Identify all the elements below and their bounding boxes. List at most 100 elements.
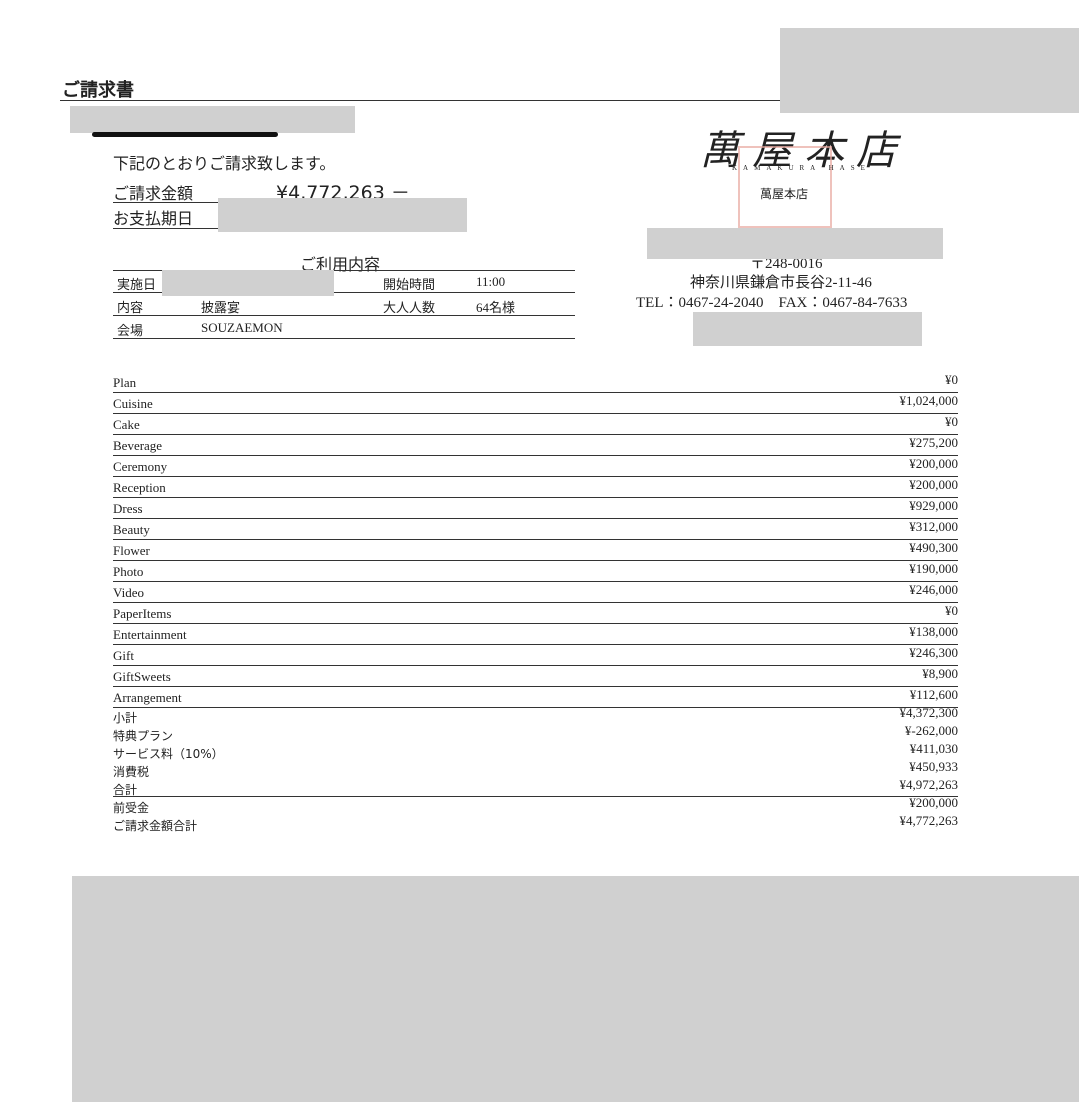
rule (113, 476, 958, 477)
title-rule (60, 100, 780, 101)
summary-amount: ¥450,933 (909, 759, 958, 774)
usage-cell: 披露宴 (201, 300, 241, 315)
rule (113, 623, 958, 624)
summary-label: 前受金 (113, 801, 150, 815)
item-name: Beverage (113, 438, 163, 453)
usage-cell: 内容 (117, 300, 144, 315)
rule (113, 455, 958, 456)
item-amount: ¥246,000 (909, 582, 958, 597)
item-name: Ceremony (113, 459, 168, 474)
rule (113, 796, 958, 797)
summary-label: 合計 (113, 783, 138, 797)
redaction (218, 198, 467, 232)
item-name: PaperItems (113, 606, 172, 621)
item-amount: ¥312,000 (909, 519, 958, 534)
rule (113, 539, 958, 540)
redaction (693, 312, 922, 346)
title: ご請求書 (62, 80, 134, 101)
item-name: Video (113, 585, 144, 600)
item-amount: ¥200,000 (909, 477, 958, 492)
item-name: Cuisine (113, 396, 153, 411)
usage-title: ご利用内容 (300, 257, 381, 274)
item-name: Plan (113, 375, 137, 390)
rule (113, 270, 575, 271)
stroke (92, 132, 278, 137)
rule (113, 338, 575, 339)
usage-cell: 64名様 (476, 300, 516, 315)
item-amount: ¥246,300 (909, 645, 958, 660)
romaji: KAMAKURA HASE (732, 164, 871, 172)
item-amount: ¥490,300 (909, 540, 958, 555)
item-name: GiftSweets (113, 669, 171, 684)
usage-cell: 大人人数 (383, 300, 436, 315)
item-amount: ¥929,000 (909, 498, 958, 513)
item-name: Flower (113, 543, 150, 558)
rule (113, 560, 958, 561)
summary-label: ご請求金額合計 (113, 819, 198, 833)
redaction (647, 228, 943, 259)
redaction (70, 106, 355, 133)
item-name: Cake (113, 417, 140, 432)
summary-label: 特典プラン (113, 729, 174, 743)
item-amount: ¥0 (945, 372, 958, 387)
summary-amount: ¥4,972,263 (899, 777, 959, 792)
summary-amount: ¥4,772,263 (899, 813, 959, 828)
rule (113, 434, 958, 435)
redaction (162, 270, 334, 296)
item-name: Arrangement (113, 690, 182, 705)
item-amount: ¥112,600 (909, 687, 958, 702)
summary-label: サービス料（10%） (113, 747, 224, 761)
rule (113, 292, 575, 293)
usage-table: 実施日 開始時間 11:00 内容 披露宴 大人人数 64名様会場 SOUZAEMON (113, 270, 575, 340)
due-label: お支払期日 (113, 211, 194, 228)
item-name: Photo (113, 564, 144, 579)
usage-cell: SOUZAEMON (201, 320, 283, 335)
item-name: Gift (113, 648, 134, 663)
summary-label: 小計 (113, 711, 138, 725)
address: 神奈川県鎌倉市長谷2-11-46 (690, 275, 872, 291)
rule (113, 581, 958, 582)
rule (113, 686, 958, 687)
postal: 〒248-0016 (750, 256, 823, 272)
redaction (72, 876, 1079, 1102)
tel: TEL：0467-24-2040 FAX：0467-84-7633 (636, 295, 908, 311)
item-name: Beauty (113, 522, 150, 537)
company-name: 萬屋本店 (760, 187, 809, 201)
item-name: Entertainment (113, 627, 187, 642)
stamp (738, 146, 832, 228)
item-amount: ¥138,000 (909, 624, 958, 639)
rule (113, 228, 219, 229)
summary-amount: ¥200,000 (909, 795, 958, 810)
usage-cell: 11:00 (476, 274, 506, 289)
redaction (780, 28, 1079, 113)
rule (113, 665, 958, 666)
item-amount: ¥8,900 (922, 666, 958, 681)
summary-amount: ¥411,030 (909, 741, 958, 756)
logo: 萬屋本店 (700, 128, 908, 173)
rule (113, 602, 958, 603)
item-amount: ¥1,024,000 (899, 393, 959, 408)
rule (113, 707, 958, 708)
summary-label: 消費税 (113, 765, 150, 779)
usage-cell: 開始時間 (383, 277, 436, 292)
intro: 下記のとおりご請求致します。 (113, 156, 336, 173)
rule (113, 392, 958, 393)
amount-label: ご請求金額 (113, 186, 194, 203)
summary-amount: ¥4,372,300 (899, 705, 959, 720)
rule (113, 644, 958, 645)
item-amount: ¥190,000 (909, 561, 958, 576)
usage-cell: 実施日 (117, 277, 157, 292)
rule (113, 413, 958, 414)
rule (113, 497, 958, 498)
item-amount: ¥200,000 (909, 456, 958, 471)
rule (113, 518, 958, 519)
usage-cell: 会場 (117, 323, 144, 338)
summary-amount: ¥-262,000 (904, 723, 958, 738)
item-name: Reception (113, 480, 166, 495)
item-amount: ¥0 (945, 414, 958, 429)
item-amount: ¥0 (945, 603, 958, 618)
item-amount: ¥275,200 (909, 435, 958, 450)
rule (113, 315, 575, 316)
